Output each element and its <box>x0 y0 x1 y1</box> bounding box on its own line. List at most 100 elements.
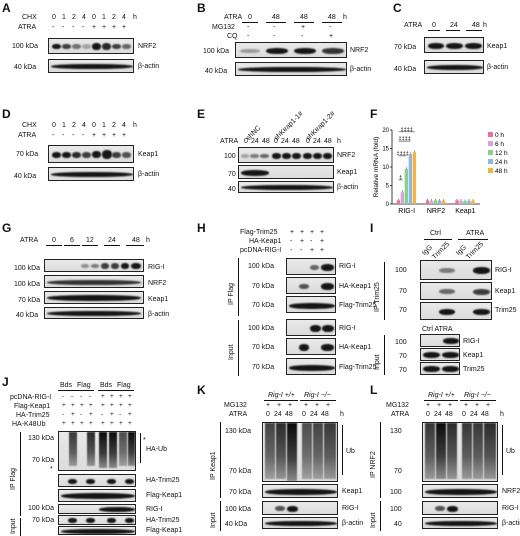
blot-actin <box>424 60 484 74</box>
legend-swatch <box>488 150 493 155</box>
blot-input-flag-keap1 <box>58 526 136 535</box>
x-tick-label: NRF2 <box>427 208 445 215</box>
chx-label: CHX <box>22 14 37 21</box>
bar <box>467 200 471 204</box>
blot-ip-rigi <box>420 260 492 280</box>
blot-keap1 <box>48 145 134 163</box>
panel-letter-e: E <box>197 107 206 121</box>
y-tick-label: 15 <box>382 147 389 153</box>
blot-nrf2 <box>44 275 144 288</box>
legend-swatch <box>488 168 493 173</box>
panel-letter-b: B <box>197 1 206 15</box>
chx-7: 4 <box>122 14 126 21</box>
x-tick-label: RIG-I <box>398 208 415 215</box>
blot-actin <box>48 167 134 181</box>
panel-letter-f: F <box>370 107 378 121</box>
blot-input-ha-trim25 <box>58 515 136 525</box>
bar <box>438 200 442 204</box>
blot-input-trim25 <box>420 362 460 375</box>
panel-letter-j: J <box>2 375 9 389</box>
blot-ip-ub <box>422 422 498 482</box>
y-tick-label: 0 <box>386 202 390 208</box>
bar <box>434 200 438 204</box>
blot-nrf2 <box>48 38 134 54</box>
atra-label: ATRA <box>18 24 37 31</box>
blot-input-rigi <box>262 501 338 515</box>
legend-label: 48 h <box>495 168 508 175</box>
panel-letter-h: H <box>197 221 206 235</box>
blot-input-rigi <box>58 504 136 514</box>
bar <box>442 200 446 204</box>
blot-input-rigi <box>422 501 498 515</box>
blot-input-rigi <box>286 319 336 336</box>
blot-nrf2 <box>238 147 334 163</box>
blot-ip-ub <box>262 422 338 482</box>
blot-keap1 <box>424 37 484 53</box>
chx-5: 1 <box>102 14 106 21</box>
blot-actin <box>48 59 134 73</box>
panel-f-chart: 0 5 10 15 20 Relative mRNA (fold) RIG-I NRF2 Kea… <box>370 112 520 224</box>
y-tick-label: 10 <box>382 165 389 171</box>
panel-letter-k: K <box>197 383 206 397</box>
bar <box>426 200 430 204</box>
blot-ip-flag-trim25 <box>286 296 336 313</box>
legend-label: 24 h <box>495 159 508 166</box>
x-tick-label: Keap1 <box>455 208 475 215</box>
bar <box>459 200 463 204</box>
blot-input-actin <box>422 517 498 529</box>
chx-2: 2 <box>72 14 76 21</box>
significance-marker: ‡ <box>399 175 402 181</box>
panel-letter-i: I <box>370 221 374 235</box>
chx-4: 0 <box>92 14 96 21</box>
bar <box>471 200 475 204</box>
bar <box>404 168 409 204</box>
panel-letter-d: D <box>2 107 11 121</box>
blot-ip-rigi <box>286 258 336 275</box>
bar <box>455 200 459 204</box>
legend-label: 6 h <box>495 141 504 148</box>
bar <box>430 200 434 204</box>
blot-input-rigi <box>420 334 460 347</box>
bar <box>463 201 467 204</box>
chx-6: 2 <box>112 14 116 21</box>
significance-marker: ‡‡‡‡ <box>397 151 409 157</box>
label-nrf2: NRF2 <box>138 43 157 50</box>
panel-letter-a: A <box>2 1 11 15</box>
blot-ip-flag-keap1 <box>58 489 136 502</box>
y-tick-label: 5 <box>386 184 390 190</box>
bar <box>412 152 417 204</box>
y-axis-label: Relative mRNA (fold) <box>373 137 380 198</box>
legend-label: 0 h <box>495 132 504 139</box>
blot-keap1 <box>238 165 334 179</box>
blot-input-flag-trim25 <box>286 358 336 375</box>
significance-marker: ‡‡‡‡ <box>401 127 413 133</box>
blot-ip-ha-ub <box>58 431 136 471</box>
legend-swatch <box>488 141 493 146</box>
blot-input-actin <box>262 517 338 529</box>
panel-letter-l: L <box>370 383 378 397</box>
blot-actin <box>235 62 347 76</box>
mw-100: 100 kDa <box>12 43 39 50</box>
chx-0: 0 <box>52 14 56 21</box>
blot-input-keap1 <box>420 348 460 361</box>
bar <box>400 192 405 204</box>
blot-ip-nrf2 <box>422 484 498 498</box>
unit-h: h <box>133 14 137 21</box>
panel-letter-c: C <box>393 1 402 15</box>
blot-ip-ha-trim25 <box>58 474 136 487</box>
panel-letter-g: G <box>2 221 12 235</box>
blot-ip-keap1 <box>420 282 492 300</box>
chx-3: 4 <box>82 14 86 21</box>
blot-ip-ha-keap1 <box>286 277 336 294</box>
blot-rigi <box>44 259 144 272</box>
legend-label: 12 h <box>495 150 508 157</box>
blot-actin <box>44 307 144 319</box>
bar <box>396 200 401 204</box>
y-tick-label: 20 <box>382 128 389 134</box>
blot-ip-keap1 <box>262 484 338 498</box>
blot-nrf2 <box>235 42 347 58</box>
bar <box>408 154 413 204</box>
significance-marker: ‡‡‡‡ <box>399 136 411 142</box>
blot-input-ha-keap1 <box>286 338 336 355</box>
